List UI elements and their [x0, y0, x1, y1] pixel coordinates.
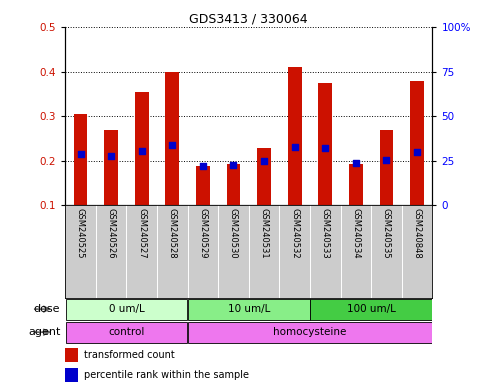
Point	[352, 159, 360, 166]
Bar	[318, 83, 332, 205]
Text: control: control	[108, 327, 144, 337]
Point	[413, 149, 421, 155]
Text: GSM240532: GSM240532	[290, 208, 299, 259]
Text: homocysteine: homocysteine	[273, 327, 347, 337]
Bar	[104, 129, 118, 205]
Bar	[165, 71, 179, 205]
Point	[321, 145, 329, 151]
Text: GSM240525: GSM240525	[76, 208, 85, 259]
Text: 10 um/L: 10 um/L	[227, 304, 270, 314]
Text: GSM240534: GSM240534	[351, 208, 360, 259]
Bar	[380, 129, 393, 205]
Text: GSM240529: GSM240529	[199, 208, 207, 259]
Point	[383, 157, 390, 163]
Text: GSM240526: GSM240526	[107, 208, 115, 259]
Text: agent: agent	[28, 327, 60, 337]
Bar	[310, 298, 432, 320]
Text: GSM240531: GSM240531	[259, 208, 269, 259]
Point	[138, 148, 145, 154]
Bar	[188, 298, 310, 320]
Point	[199, 163, 207, 169]
Text: 0 um/L: 0 um/L	[109, 304, 144, 314]
Point	[291, 144, 298, 150]
Text: GSM240533: GSM240533	[321, 208, 330, 259]
Bar	[349, 164, 363, 205]
Bar	[73, 114, 87, 205]
Text: GSM240848: GSM240848	[412, 208, 422, 259]
Text: GSM240535: GSM240535	[382, 208, 391, 259]
Bar	[66, 321, 187, 343]
Text: GSM240530: GSM240530	[229, 208, 238, 259]
Bar	[227, 164, 241, 205]
Text: transformed count: transformed count	[84, 350, 174, 360]
Text: GSM240527: GSM240527	[137, 208, 146, 259]
Bar	[65, 348, 78, 362]
Text: GSM240528: GSM240528	[168, 208, 177, 259]
Point	[77, 151, 85, 157]
Bar	[410, 81, 424, 205]
Bar	[66, 298, 187, 320]
Point	[229, 162, 237, 168]
Text: dose: dose	[34, 304, 60, 314]
Point	[169, 142, 176, 148]
Point	[260, 158, 268, 164]
Bar	[257, 148, 271, 205]
Bar	[188, 321, 432, 343]
Bar	[65, 368, 78, 382]
Title: GDS3413 / 330064: GDS3413 / 330064	[189, 13, 308, 26]
Bar	[288, 67, 301, 205]
Bar	[196, 166, 210, 205]
Text: 100 um/L: 100 um/L	[347, 304, 396, 314]
Point	[107, 153, 115, 159]
Bar	[135, 92, 149, 205]
Text: percentile rank within the sample: percentile rank within the sample	[84, 370, 249, 380]
